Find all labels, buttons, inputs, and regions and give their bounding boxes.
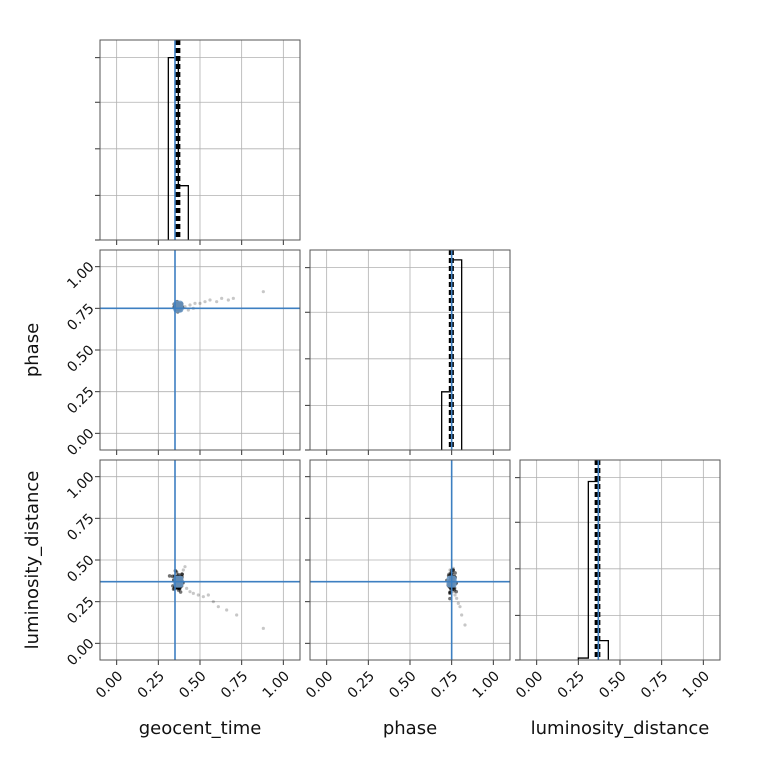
- y-tick-label-4: 1.00: [64, 469, 97, 502]
- panel-border: [309, 459, 511, 661]
- core-point-85: [167, 574, 172, 578]
- scatter-panel-geocent-time-vs-phase: 0.00 0.25 0.50 0.75 1.00: [64, 249, 301, 459]
- x-tick-label-4: 1.00: [470, 668, 503, 701]
- sample-point-2: [455, 596, 459, 600]
- hist-panel-geocent-time: [95, 39, 301, 245]
- sample-point-3: [456, 601, 460, 605]
- sample-point-11: [181, 568, 185, 572]
- core-point-77: [180, 572, 184, 576]
- y-tick-label-2: 0.50: [64, 552, 97, 585]
- sample-point-11: [186, 308, 190, 312]
- scatter-panel-phase-vs-luminosity-distance: 0.00 0.25 0.50 0.75 1.00: [303, 459, 511, 702]
- x-tick-label-3: 0.75: [428, 668, 461, 701]
- hist-panel-phase: [305, 249, 511, 455]
- sample-point-1: [188, 303, 192, 307]
- sample-point-5: [206, 593, 210, 597]
- x-tick-label-1: 0.25: [135, 668, 168, 701]
- sample-point-6: [463, 623, 467, 627]
- sample-point-0: [185, 586, 189, 590]
- sample-point-8: [226, 298, 230, 302]
- sample-point-10: [261, 290, 265, 294]
- sample-point-1: [453, 593, 457, 597]
- x-tick-label-2: 0.50: [596, 668, 629, 701]
- sample-point-1: [188, 590, 192, 594]
- sample-point-4: [458, 605, 462, 609]
- axis-label-geocent-time: geocent_time: [139, 718, 262, 739]
- sample-point-7: [216, 605, 220, 609]
- sample-point-9: [235, 613, 239, 617]
- core-point-87: [178, 590, 183, 594]
- density-core: [173, 300, 184, 313]
- x-tick-label-4: 1.00: [260, 668, 293, 701]
- sample-point-6: [211, 600, 215, 604]
- x-tick-label-0: 0.00: [93, 668, 126, 701]
- panel-border: [519, 459, 721, 661]
- sample-points: [172, 290, 265, 314]
- y-tick-label-1: 0.25: [64, 384, 97, 417]
- sample-point-3: [198, 301, 202, 305]
- sample-point-8: [225, 608, 229, 612]
- y-tick-label-0: 0.00: [64, 636, 97, 669]
- sample-points: [167, 565, 265, 630]
- x-tick-label-3: 0.75: [218, 668, 251, 701]
- x-tick-label-1: 0.25: [555, 668, 588, 701]
- panel-border: [99, 39, 301, 241]
- sample-point-5: [460, 613, 464, 617]
- core-point-82: [448, 596, 452, 601]
- sample-point-3: [196, 593, 200, 597]
- y-axis-label-phase: phase: [22, 323, 43, 377]
- scatter-panel-geocent-time-vs-luminosity-distance: 0.00 0.25 0.50 0.75 1.000.000.250.500.751.00: [64, 459, 301, 702]
- panel-border: [99, 249, 301, 451]
- sample-point-5: [208, 298, 212, 302]
- sample-point-2: [193, 301, 197, 305]
- x-tick-label-4: 1.00: [680, 668, 713, 701]
- x-axis-label-col-1: phase: [383, 718, 437, 739]
- panel-border: [309, 249, 511, 451]
- y-tick-label-0: 0.00: [64, 426, 97, 459]
- y-axis-label-luminosity-distance: luminosity_distance: [22, 471, 43, 650]
- x-tick-label-1: 0.25: [345, 668, 378, 701]
- x-axis-label-col-0: geocent_time: [139, 718, 262, 739]
- core-point-83: [447, 572, 451, 577]
- sample-point-9: [231, 296, 235, 300]
- sample-points: [445, 566, 467, 627]
- panel-border: [99, 459, 301, 661]
- hist-steps: [577, 480, 609, 660]
- sample-point-12: [183, 565, 187, 569]
- x-tick-label-0: 0.00: [513, 668, 546, 701]
- core-point-32: [170, 574, 175, 579]
- sample-point-7: [220, 296, 224, 300]
- core-point-57: [453, 571, 457, 575]
- y-tick-label-4: 1.00: [64, 259, 97, 292]
- sample-point-6: [215, 300, 219, 304]
- hist-panel-luminosity-distance: 0.00 0.25 0.50 0.75 1.00: [513, 459, 721, 702]
- sample-point-4: [201, 595, 205, 599]
- y-tick-label-2: 0.50: [64, 342, 97, 375]
- sample-point-4: [203, 300, 207, 304]
- axis-label-luminosity-distance: luminosity_distance: [531, 718, 710, 739]
- x-tick-label-2: 0.50: [386, 668, 419, 701]
- axis-label-phase: phase: [383, 718, 437, 739]
- x-axis-label-col-2: luminosity_distance: [531, 718, 710, 739]
- y-tick-label-3: 0.75: [64, 301, 97, 334]
- y-tick-label-3: 0.75: [64, 511, 97, 544]
- panels: 0.00 0.25 0.50 0.75 1.000.000.250.500.751.00…: [64, 39, 721, 702]
- x-tick-label-2: 0.50: [176, 668, 209, 701]
- sample-point-10: [261, 626, 265, 630]
- x-tick-label-0: 0.00: [303, 668, 336, 701]
- y-tick-label-1: 0.25: [64, 594, 97, 627]
- x-tick-label-3: 0.75: [638, 668, 671, 701]
- sample-point-2: [191, 591, 195, 595]
